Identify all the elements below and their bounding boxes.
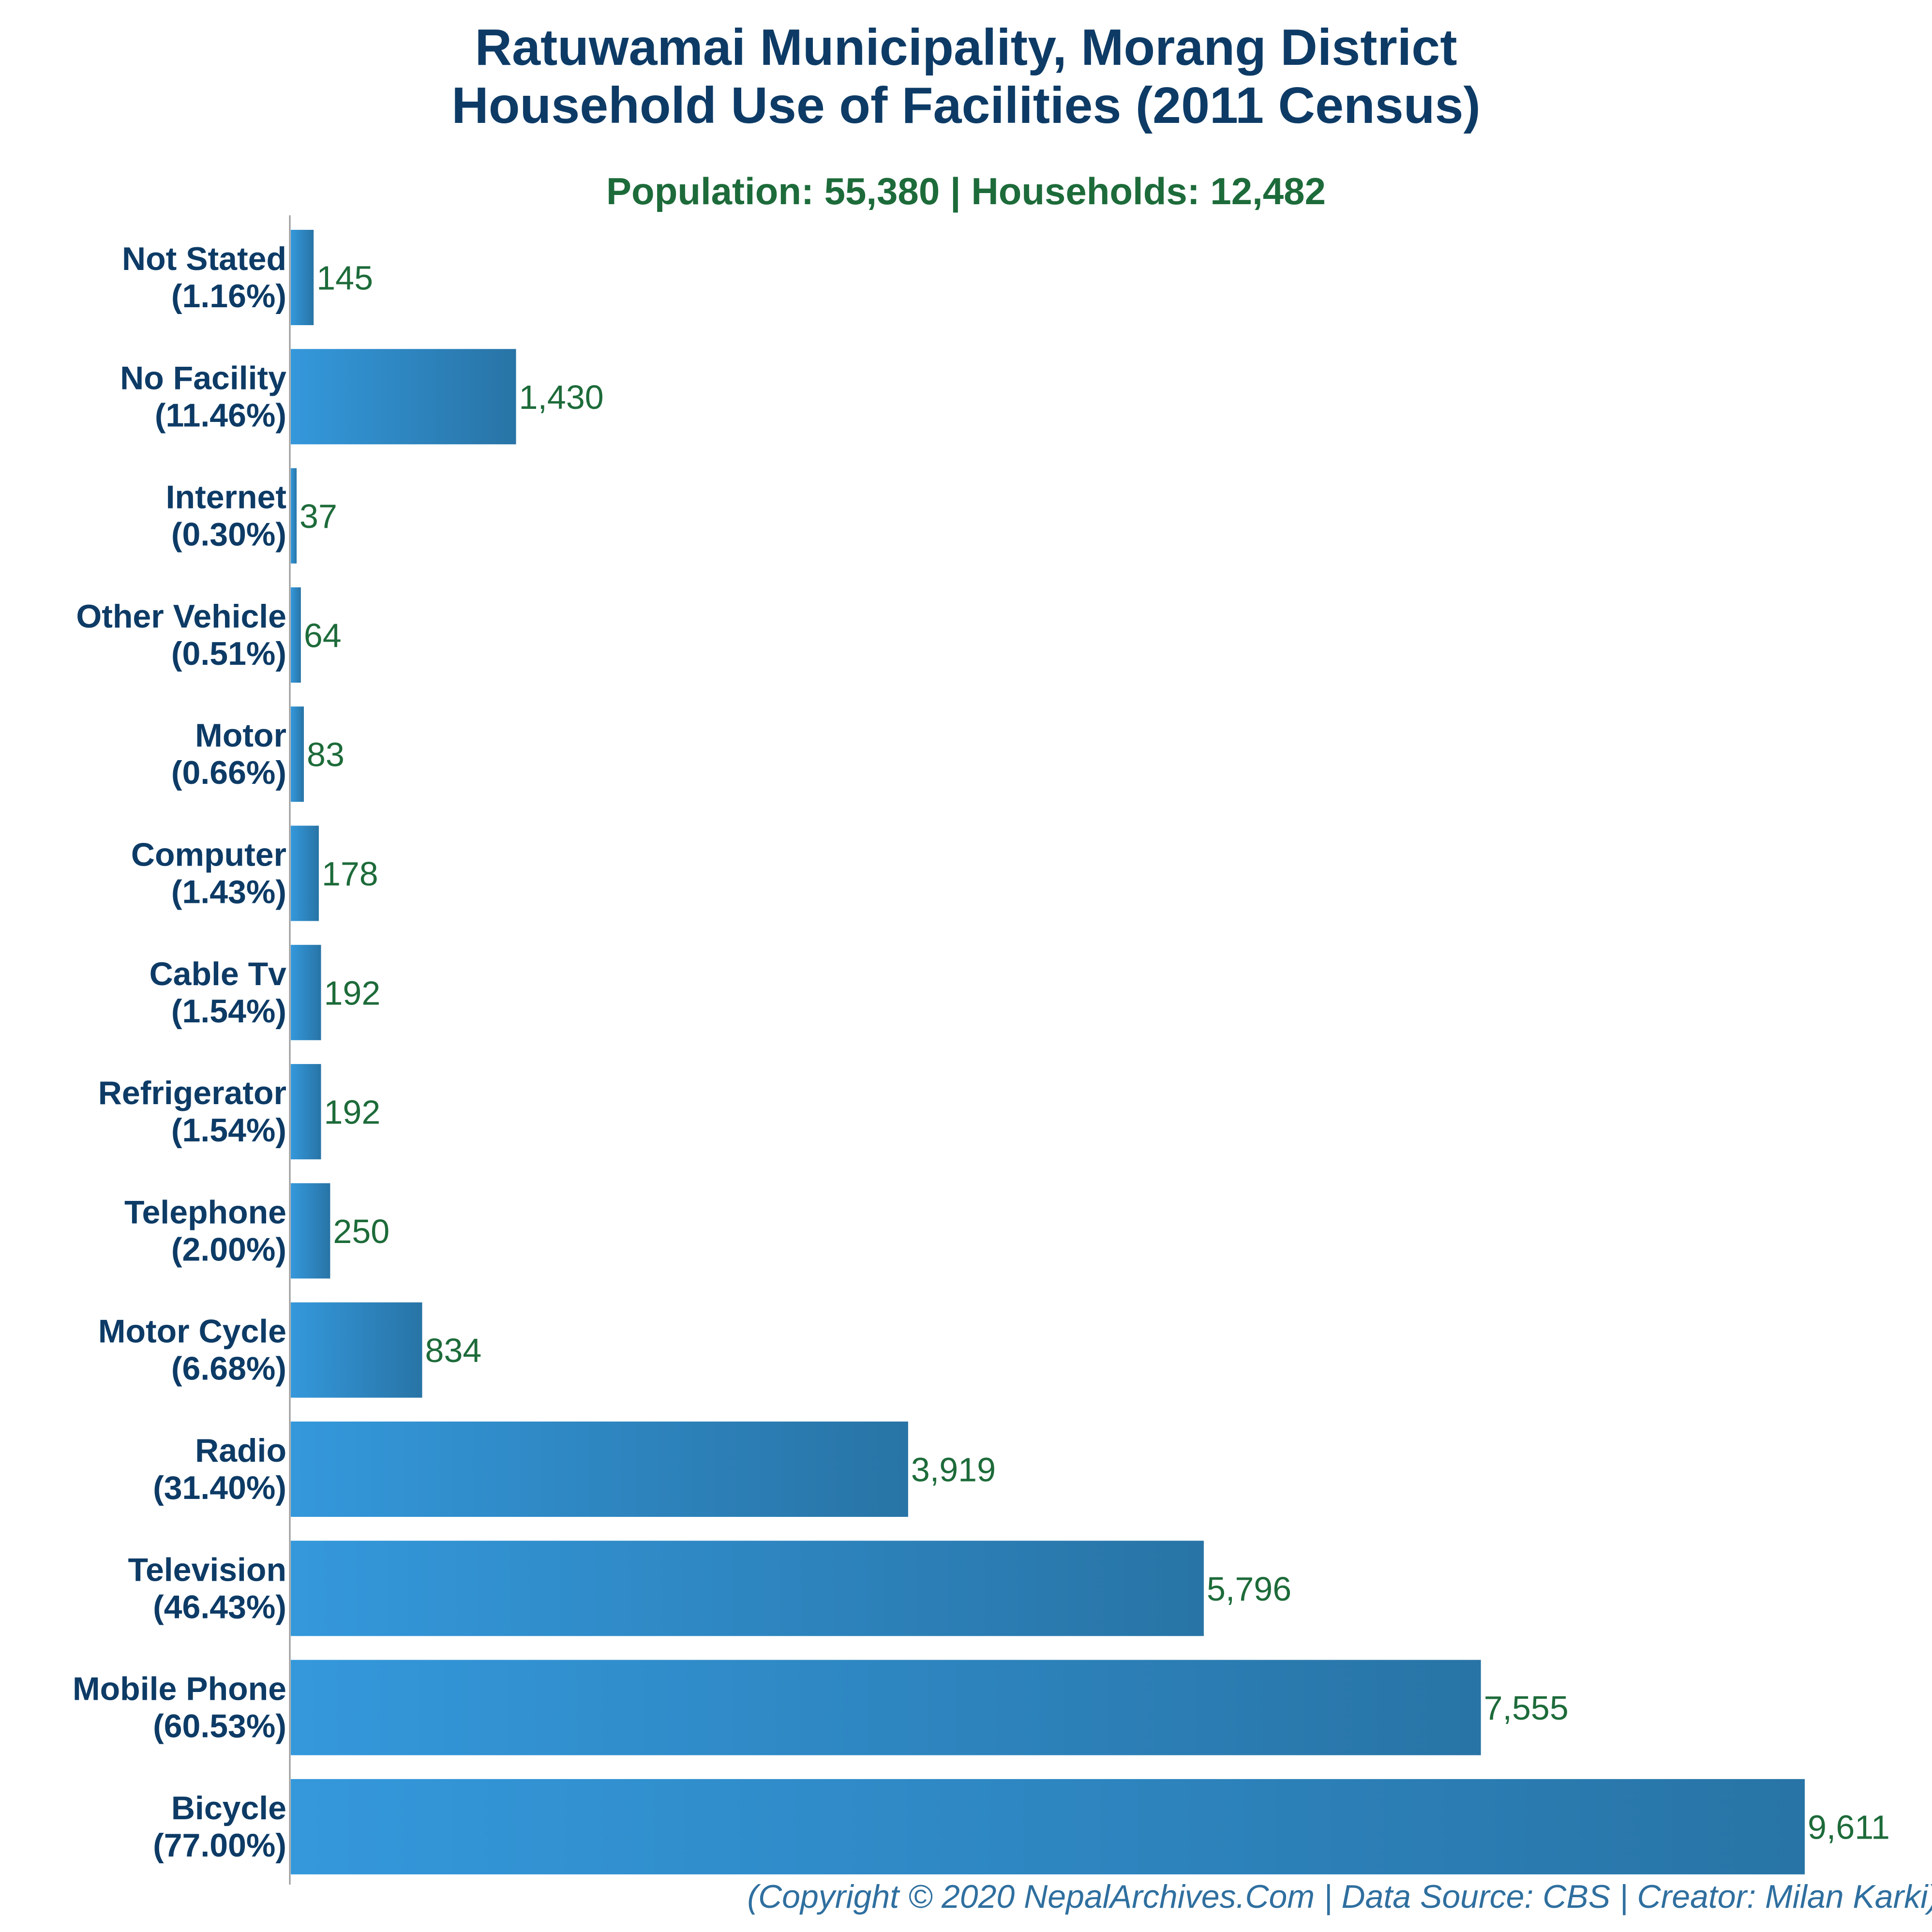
chart-title: Ratuwamai Municipality, Morang District … [0,18,1932,135]
category-label-internet: Internet [166,479,286,516]
chart-subtitle: Population: 55,380 | Households: 12,482 [606,170,1326,212]
bar-internet [291,468,297,564]
value-label-radio: 3,919 [911,1451,996,1489]
value-label-television: 5,796 [1207,1570,1291,1608]
category-label-television: Television [128,1551,286,1588]
percent-label-not-stated: (1.16%) [171,278,286,315]
value-label-motor-cycle: 834 [425,1332,482,1369]
percent-label-cable-tv: (1.54%) [171,993,286,1030]
percent-label-mobile-phone: (60.53%) [153,1708,286,1745]
bar-mobile-phone [291,1660,1481,1755]
category-label-mobile-phone: Mobile Phone [73,1671,286,1707]
bar-not-stated [291,230,314,325]
bar-telephone [291,1183,330,1279]
bar-other-vehicle [291,587,301,683]
percent-label-motor: (0.66%) [171,754,286,791]
bar-television [291,1541,1204,1636]
bar-cable-tv [291,944,321,1040]
value-label-bicycle: 9,611 [1808,1808,1890,1846]
footer-credit: (Copyright © 2020 NepalArchives.Com | Da… [747,1878,1932,1915]
bar-radio [291,1422,908,1517]
category-label-telephone: Telephone [124,1194,286,1230]
percent-label-motor-cycle: (6.68%) [171,1350,286,1387]
value-label-internet: 37 [300,497,337,535]
percent-label-computer: (1.43%) [171,874,286,911]
category-label-bicycle: Bicycle [171,1790,286,1827]
category-label-no-facility: No Facility [120,359,286,396]
percent-label-no-facility: (11.46%) [155,397,286,434]
value-label-cable-tv: 192 [324,974,381,1012]
bar-no-facility [291,349,516,445]
bar-refrigerator [291,1064,321,1160]
category-label-other-vehicle: Other Vehicle [76,598,286,635]
category-label-not-stated: Not Stated [122,240,286,277]
category-label-refrigerator: Refrigerator [98,1075,286,1111]
value-label-other-vehicle: 64 [304,616,342,654]
bar-motor [291,706,304,802]
category-label-motor-cycle: Motor Cycle [98,1313,286,1350]
value-label-mobile-phone: 7,555 [1484,1689,1569,1727]
percent-label-telephone: (2.00%) [171,1231,286,1268]
percent-label-radio: (31.40%) [153,1469,286,1506]
value-label-telephone: 250 [333,1213,389,1250]
bar-bicycle [291,1779,1805,1874]
chart-title-line-2: Household Use of Facilities (2011 Census… [451,77,1481,134]
bar-series: 145 Not Stated(1.16%) 1,430 No Facility(11.… [73,230,1890,1874]
percent-label-other-vehicle: (0.51%) [171,635,286,672]
value-label-refrigerator: 192 [324,1093,381,1131]
percent-label-internet: (0.30%) [171,516,286,553]
percent-label-television: (46.43%) [153,1588,286,1625]
value-label-no-facility: 1,430 [519,378,604,416]
value-label-motor: 83 [307,736,344,774]
category-label-radio: Radio [195,1432,286,1469]
value-label-not-stated: 145 [316,259,373,297]
bar-computer [291,825,319,921]
category-label-computer: Computer [131,837,286,873]
bar-motor-cycle [291,1302,422,1398]
percent-label-refrigerator: (1.54%) [171,1112,286,1149]
category-label-motor: Motor [195,717,286,754]
value-label-computer: 178 [322,855,378,893]
percent-label-bicycle: (77.00%) [153,1827,286,1864]
chart-title-line-1: Ratuwamai Municipality, Morang District [475,19,1457,76]
category-label-cable-tv: Cable Tv [150,956,287,992]
